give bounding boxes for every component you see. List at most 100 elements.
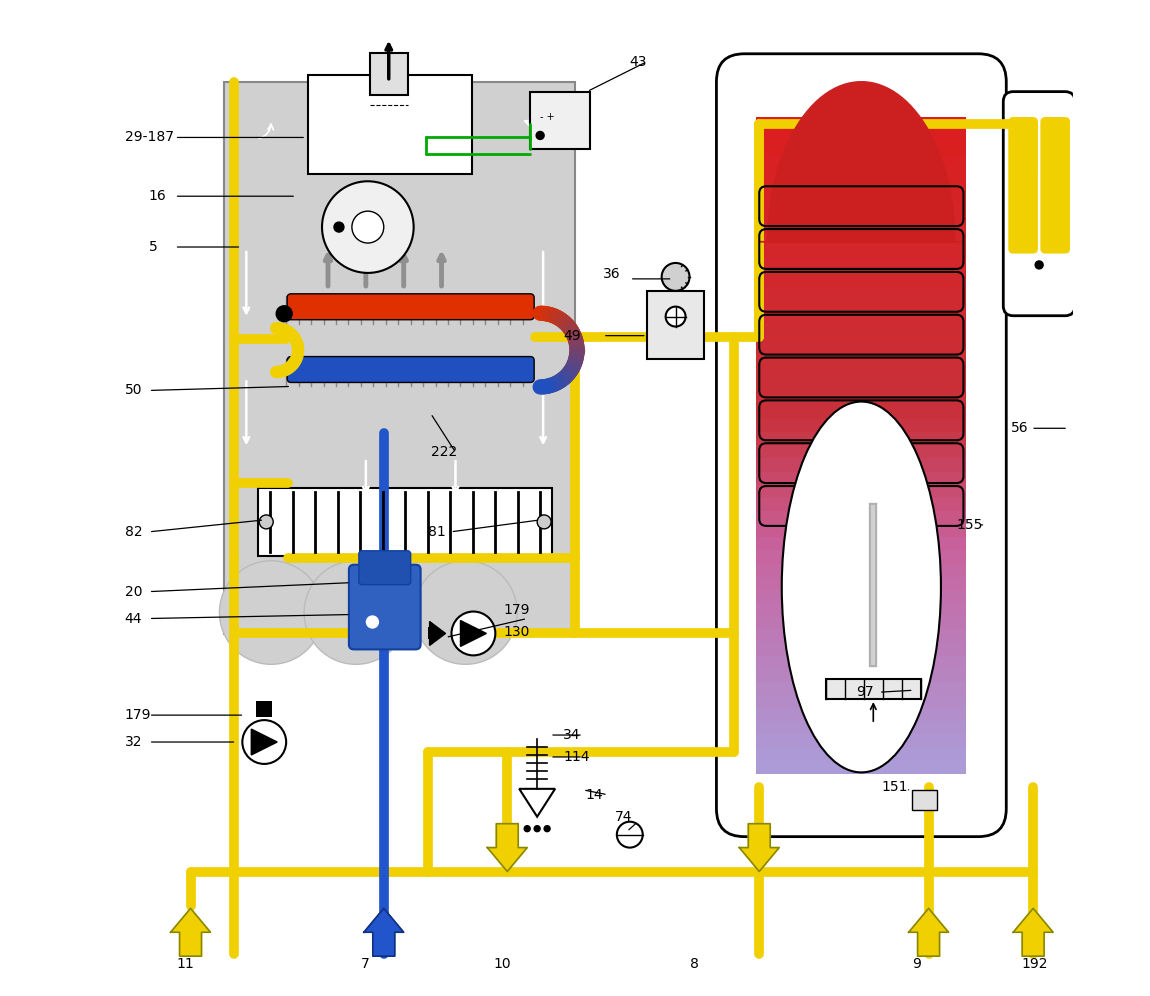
Bar [530,92,590,149]
Circle shape [544,826,550,832]
Bar [757,629,966,642]
Bar [757,405,966,419]
Bar [757,498,966,511]
Text: 56: 56 [1011,421,1029,435]
Text: 8: 8 [690,957,698,971]
Bar [757,248,966,261]
Circle shape [304,561,407,664]
Bar [757,748,966,761]
Bar [757,761,966,774]
Bar [757,458,966,471]
Ellipse shape [782,401,941,773]
Bar [757,642,966,655]
Text: 192: 192 [1021,957,1048,971]
Polygon shape [460,621,486,646]
Bar [646,291,705,359]
Circle shape [666,307,685,327]
Bar [757,354,966,367]
Circle shape [452,612,496,655]
Bar [757,392,966,405]
Circle shape [220,561,323,664]
Bar [757,208,966,222]
Text: 44: 44 [125,612,143,625]
Bar [757,668,966,682]
FancyBboxPatch shape [288,294,534,320]
Polygon shape [488,824,527,872]
Polygon shape [170,908,210,956]
Bar [757,314,966,327]
Polygon shape [252,729,277,755]
Bar [259,488,552,556]
Circle shape [536,131,544,139]
Text: 43: 43 [630,55,647,69]
Polygon shape [908,908,949,956]
Text: 130: 130 [504,625,530,639]
Text: 11: 11 [177,957,194,971]
Bar [757,182,966,195]
Text: 14: 14 [585,788,603,802]
Text: 74: 74 [615,810,632,824]
Bar [428,627,431,639]
Bar [757,485,966,498]
Text: 34: 34 [564,728,581,742]
Circle shape [537,515,551,529]
Bar [757,471,966,485]
Bar [757,129,966,142]
Text: 97: 97 [856,685,874,699]
Text: 114: 114 [564,750,590,764]
Circle shape [1035,261,1043,269]
Polygon shape [739,824,780,872]
Circle shape [352,211,384,243]
Bar [757,708,966,721]
Bar [757,524,966,537]
FancyBboxPatch shape [1041,118,1070,254]
Text: 36: 36 [603,267,621,281]
Bar [757,655,966,668]
Circle shape [524,826,530,832]
Circle shape [334,222,344,232]
Bar [757,590,966,603]
Text: 179: 179 [504,603,530,617]
Text: - +: - + [540,112,554,122]
Circle shape [322,181,414,273]
Polygon shape [363,908,404,956]
Bar [757,156,966,169]
Circle shape [243,720,286,764]
Text: 222: 222 [430,445,457,459]
Bar [757,235,966,248]
Bar [757,577,966,590]
Bar [757,564,966,577]
Text: 81: 81 [428,525,445,539]
Bar [912,790,936,810]
Text: 9: 9 [912,957,920,971]
Text: 155: 155 [957,518,983,532]
Text: 32: 32 [125,735,143,749]
Text: 7: 7 [361,957,369,971]
FancyBboxPatch shape [348,565,421,649]
Bar [757,340,966,354]
Text: 29-187: 29-187 [125,130,174,144]
Bar [757,617,966,629]
Bar [757,603,966,617]
Bar [757,537,966,551]
Bar [757,551,966,564]
Bar [757,511,966,524]
Bar [757,169,966,182]
Bar [757,327,966,340]
Bar [757,117,966,129]
Circle shape [534,826,540,832]
Polygon shape [430,622,445,645]
Text: 49: 49 [564,329,581,343]
Bar [757,419,966,432]
Text: 179: 179 [125,708,152,722]
Bar [757,432,966,445]
Circle shape [616,822,643,848]
Bar [757,274,966,288]
Bar [757,734,966,748]
Circle shape [367,616,378,627]
Circle shape [259,515,274,529]
Bar [757,222,966,235]
Bar [757,695,966,708]
Bar [757,142,966,156]
Circle shape [661,263,690,291]
